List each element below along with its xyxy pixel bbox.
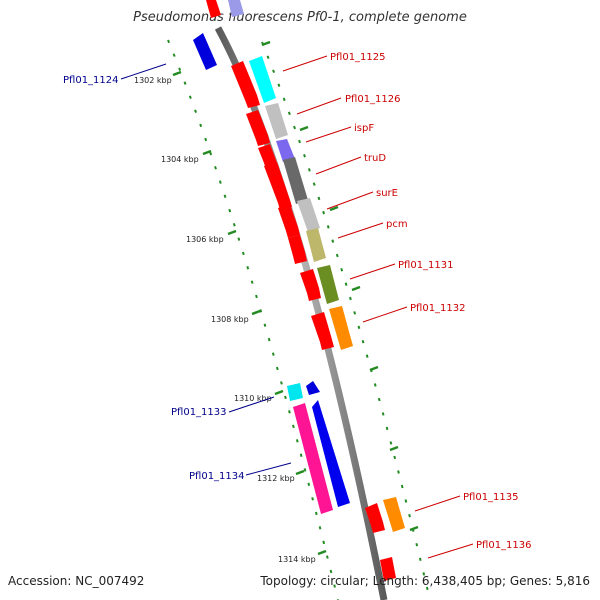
gene-label: Pfl01_1134: [189, 471, 245, 482]
genome-backbone: [214, 26, 388, 600]
label-connectors-right: [282, 55, 474, 559]
scale-label: 1302 kbp: [134, 76, 172, 85]
scale-labels: 1302 kbp 1304 kbp 1306 kbp 1308 kbp 1310…: [134, 76, 316, 564]
gene-blue-long: [312, 400, 350, 507]
gene-labels-left: Pfl01_1124 Pfl01_1133 Pfl01_1134: [63, 75, 245, 482]
scale-label: 1304 kbp: [161, 155, 199, 164]
left-strand-genes: [193, 33, 350, 514]
major-ticks: [172, 40, 419, 556]
gene-label: Pfl01_1132: [410, 303, 466, 314]
accession-text: Accession: NC_007492: [8, 574, 145, 588]
gene-label: ispF: [354, 123, 374, 134]
partial-genes-top: [206, 0, 244, 18]
gene-label: Pfl01_1126: [345, 94, 401, 105]
gene-pfl01-1124: [193, 33, 217, 70]
gene-label: Pfl01_1135: [463, 492, 519, 503]
label-connectors-left: [120, 63, 292, 476]
gene-label: pcm: [386, 219, 408, 230]
gene-labels-right: Pfl01_1125 Pfl01_1126 ispF truD surE pcm…: [330, 52, 532, 551]
scale-label: 1310 kbp: [234, 394, 272, 403]
gene-label: surE: [376, 188, 398, 199]
gene-pfl01-1133b: [306, 381, 320, 395]
gene-label: Pfl01_1131: [398, 260, 454, 271]
gene-pfl01-1134: [293, 403, 333, 514]
scale-label: 1312 kbp: [257, 474, 295, 483]
gene-pfl01-1133: [287, 383, 303, 401]
scale-label: 1306 kbp: [186, 235, 224, 244]
gene-label: truD: [364, 153, 386, 164]
gene-label: Pfl01_1125: [330, 52, 386, 63]
scale-label: 1314 kbp: [278, 555, 316, 564]
gene-label: Pfl01_1136: [476, 540, 532, 551]
right-strand-genes: [231, 56, 405, 581]
topology-text: Topology: circular; Length: 6,438,405 bp…: [260, 574, 590, 588]
scale-label: 1308 kbp: [211, 315, 249, 324]
gene-label: Pfl01_1133: [171, 407, 227, 418]
gene-label: Pfl01_1124: [63, 75, 119, 86]
